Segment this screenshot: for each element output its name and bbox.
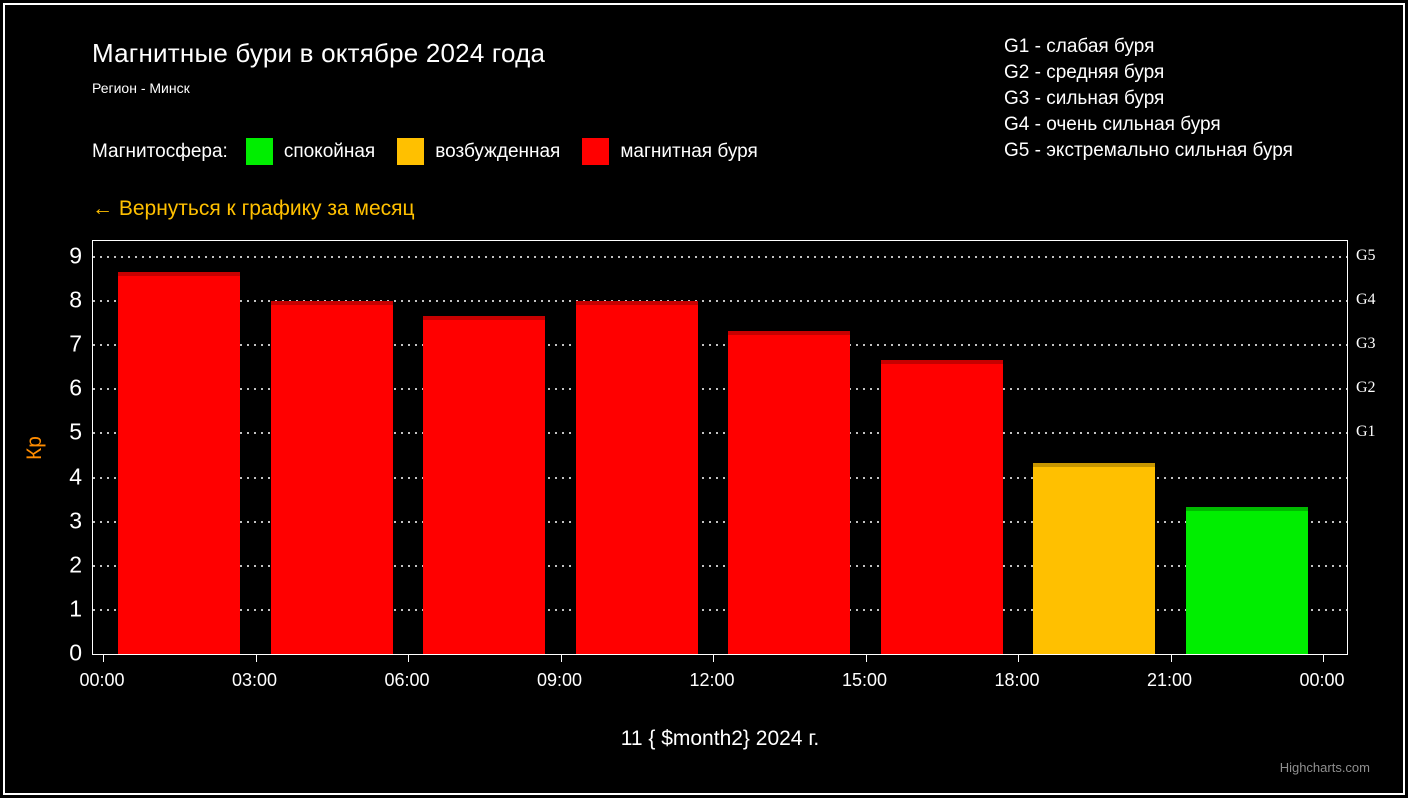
gridline-kp-6 bbox=[93, 388, 1347, 391]
x-axis-label-4: 12:00 bbox=[689, 670, 735, 690]
plot-area bbox=[92, 240, 1348, 662]
gridline-kp-7 bbox=[93, 344, 1347, 347]
y-axis-label-1: 1 bbox=[69, 595, 82, 622]
storm-scale-g4: G4 - очень сильная буря bbox=[1004, 114, 1221, 135]
storm-scale-g3: G3 - сильная буря bbox=[1004, 88, 1165, 109]
kp-bar-00:00[interactable] bbox=[118, 271, 241, 654]
right-axis-label-g3: G3 bbox=[1356, 335, 1376, 353]
y-axis-label-6: 6 bbox=[69, 374, 82, 401]
y-axis-label-7: 7 bbox=[69, 330, 82, 357]
storm-color-swatch bbox=[582, 138, 610, 165]
x-tick-mark bbox=[103, 654, 104, 662]
x-axis-label-1: 03:00 bbox=[231, 670, 278, 690]
y-axis-label-8: 8 bbox=[69, 286, 82, 313]
x-tick-mark bbox=[865, 654, 867, 662]
y-axis-label-4: 4 bbox=[69, 463, 82, 490]
right-axis-label-g4: G4 bbox=[1356, 291, 1376, 309]
legend-item-storm[interactable]: магнитная буря bbox=[582, 138, 758, 165]
legend-title: Магнитосфера: bbox=[92, 140, 228, 162]
magnetosphere-legend: Магнитосфера: спокойная возбужденная маг… bbox=[92, 138, 780, 165]
gridline-kp-3 bbox=[93, 520, 1347, 523]
excited-color-swatch bbox=[397, 138, 425, 165]
right-axis-labels: G1 G2 G3 G4 G5 bbox=[1356, 240, 1406, 655]
storm-scale-g5: G5 - экстремально сильная буря bbox=[1004, 140, 1293, 161]
x-axis-label-0: 00:00 bbox=[79, 670, 125, 690]
x-tick-mark bbox=[408, 654, 409, 662]
y-axis-label-9: 9 bbox=[69, 242, 82, 269]
legend-item-label: возбужденная bbox=[435, 140, 561, 162]
x-tick-mark bbox=[713, 654, 714, 662]
storm-scale-g2: G2 - средняя буря bbox=[1004, 62, 1165, 83]
kp-bar-09:00[interactable] bbox=[575, 301, 698, 654]
legend-item-label: спокойная bbox=[283, 140, 376, 162]
gridline-kp-8 bbox=[93, 300, 1347, 303]
legend-item-quiet[interactable]: спокойная bbox=[245, 138, 376, 165]
x-axis-title: 11 { $month2} 2024 г. bbox=[620, 727, 820, 750]
kp-bar-21:00[interactable] bbox=[1185, 507, 1308, 654]
back-to-month-link[interactable]: ← Вернуться к графику за месяц bbox=[92, 197, 415, 220]
right-axis-label-g5: G5 bbox=[1356, 247, 1376, 264]
x-axis-label-8: 00:00 bbox=[1299, 670, 1345, 690]
x-axis-label-7: 21:00 bbox=[1146, 670, 1193, 690]
gridline-kp-5 bbox=[93, 432, 1347, 435]
x-axis-label-2: 06:00 bbox=[384, 670, 430, 690]
x-tick-mark bbox=[1323, 654, 1324, 662]
x-axis-label-3: 09:00 bbox=[536, 670, 583, 690]
highcharts-credits-link[interactable]: Highcharts.com bbox=[1279, 760, 1370, 775]
storm-scale-legend: G1 - слабая буря G2 - средняя буря G3 - … bbox=[1004, 34, 1293, 164]
gridline-kp-1 bbox=[93, 608, 1347, 611]
legend-item-label: магнитная буря bbox=[620, 140, 758, 162]
kp-bar-03:00[interactable] bbox=[270, 301, 393, 654]
x-tick-mark bbox=[560, 654, 562, 662]
kp-bar-15:00[interactable] bbox=[880, 359, 1003, 654]
legend-item-excited[interactable]: возбужденная bbox=[397, 138, 560, 165]
quiet-color-swatch bbox=[245, 138, 273, 165]
x-tick-mark bbox=[255, 654, 257, 662]
y-axis-label-5: 5 bbox=[69, 418, 82, 445]
y-axis-label-0: 0 bbox=[69, 639, 82, 666]
chart-subtitle: Регион - Минск bbox=[92, 80, 190, 96]
x-axis-labels: 00:00 03:00 06:00 09:00 12:00 15:00 18:00 21:00… bbox=[79, 670, 1348, 696]
x-axis-label-5: 15:00 bbox=[841, 670, 888, 690]
storm-scale-g1: G1 - слабая буря bbox=[1004, 36, 1155, 57]
kp-bar-18:00[interactable] bbox=[1033, 463, 1156, 654]
x-tick-mark bbox=[1170, 654, 1172, 662]
kp-bar-12:00[interactable] bbox=[728, 330, 851, 654]
kp-bar-06:00[interactable] bbox=[423, 315, 546, 654]
gridline-kp-2 bbox=[93, 564, 1347, 567]
x-axis-label-6: 18:00 bbox=[994, 670, 1040, 690]
y-axis-labels: 0 1 2 3 4 5 6 7 8 9 bbox=[0, 240, 82, 666]
chart-title: Магнитные бури в октябре 2024 года bbox=[92, 38, 546, 68]
y-axis-label-2: 2 bbox=[69, 551, 82, 578]
x-tick-mark bbox=[1018, 654, 1019, 662]
y-axis-label-3: 3 bbox=[69, 507, 82, 534]
right-axis-label-g2: G2 bbox=[1356, 379, 1376, 397]
gridline-kp-9 bbox=[93, 256, 1347, 258]
right-axis-label-g1: G1 bbox=[1356, 423, 1376, 441]
gridline-kp-4 bbox=[93, 476, 1347, 479]
